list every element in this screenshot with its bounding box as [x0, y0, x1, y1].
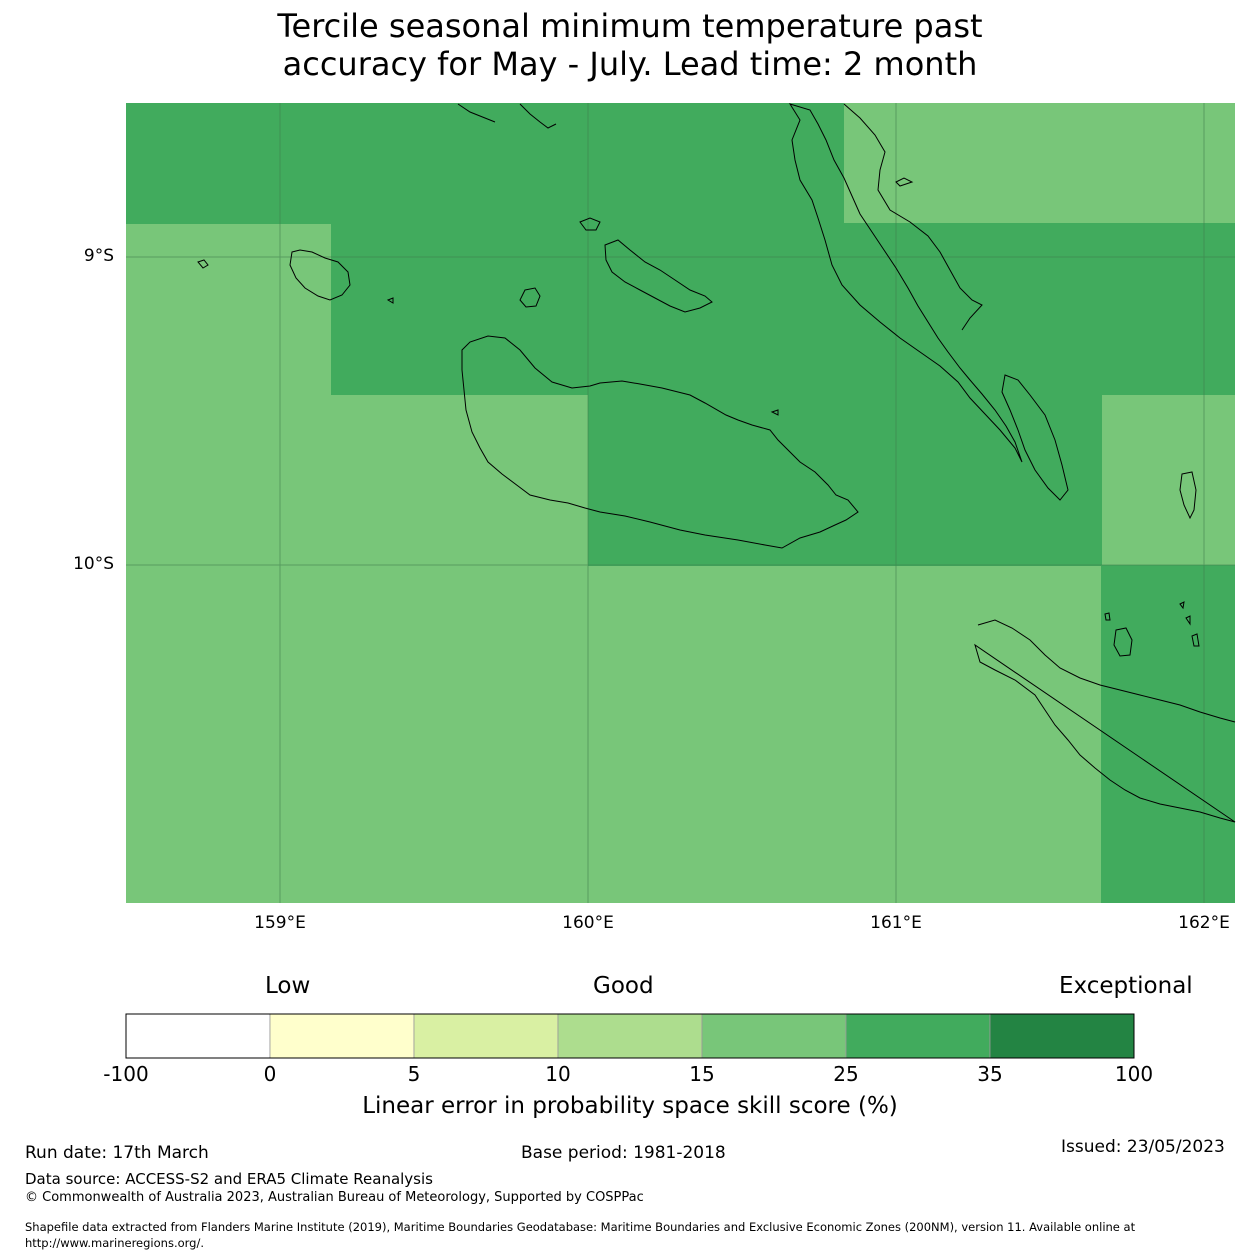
coastline-islet-north: [457, 103, 557, 129]
coastline-islet-mid: [386, 297, 779, 416]
chart-title-line-2: accuracy for May - July. Lead time: 2 mo…: [282, 45, 978, 83]
copyright: © Commonwealth of Australia 2023, Austra…: [25, 1190, 644, 1205]
lon-label-162e: 162°E: [1178, 913, 1230, 933]
colorbar-tick: -100: [103, 1062, 149, 1086]
lon-label-161e: 161°E: [870, 913, 922, 933]
colorbar-outline: [125, 1013, 1135, 1059]
coastline-makira: [974, 619, 1236, 823]
shapefile-url: http://www.marineregions.org/.: [25, 1236, 204, 1250]
colorbar-segment: [557, 1013, 703, 1059]
grid-cell: [588, 394, 1102, 566]
coastline-guadalcanal: [461, 335, 859, 549]
grid-cell: [1101, 565, 1235, 903]
shapefile-credit: Shapefile data extracted from Flanders M…: [25, 1220, 1136, 1234]
coastline-ugi: [1113, 627, 1133, 657]
colorbar-tick: 15: [689, 1062, 715, 1086]
lon-label-160e: 160°E: [562, 913, 614, 933]
colorbar-tick: 10: [545, 1062, 571, 1086]
category-label-good: Good: [593, 973, 654, 999]
coastline-malaita: [788, 103, 1023, 463]
colorbar-segment: [701, 1013, 847, 1059]
lat-label-10s: 10°S: [73, 554, 114, 574]
lat-label-9s: 9°S: [83, 246, 114, 266]
coastline-savo: [519, 287, 541, 308]
coastline-russell-islands: [289, 249, 351, 301]
lon-label-159e: 159°E: [254, 913, 306, 933]
colorbar-segment: [125, 1013, 271, 1059]
colorbar-segment: [845, 1013, 991, 1059]
category-label-low: Low: [265, 973, 311, 999]
graticule: [126, 103, 1235, 903]
run-date: Run date: 17th March: [25, 1143, 209, 1163]
coastline-malaita-north: [843, 103, 983, 331]
grid-cell: [126, 103, 844, 224]
coastline-islet-east: [1104, 601, 1200, 647]
colorbar-segments: [125, 1013, 1135, 1059]
coastlines: [197, 103, 1236, 823]
data-source: Data source: ACCESS-S2 and ERA5 Climate …: [25, 1170, 433, 1188]
grid-cell: [331, 223, 1235, 395]
colorbar-title: Linear error in probability space skill …: [362, 1093, 898, 1119]
colorbar-tick: 25: [833, 1062, 859, 1086]
coastline-islet-west: [197, 259, 209, 269]
colorbar: [125, 1013, 1135, 1059]
coastline-east-island: [1179, 471, 1197, 520]
coastline-small-malaita: [1001, 374, 1069, 501]
chart-title-line-1: Tercile seasonal minimum temperature pas…: [277, 7, 983, 45]
coastline-florida-islands: [604, 239, 713, 313]
colorbar-tick: 5: [407, 1062, 421, 1086]
colorbar-segment: [989, 1013, 1135, 1059]
issued-date: Issued: 23/05/2023: [1061, 1137, 1225, 1157]
colorbar-tick: 35: [977, 1062, 1003, 1086]
coastline-islet-nw: [579, 217, 601, 231]
category-label-exceptional: Exceptional: [1059, 973, 1193, 999]
colorbar-tick: 100: [1114, 1062, 1154, 1086]
base-period: Base period: 1981-2018: [521, 1143, 726, 1163]
coastline-islet-ne: [895, 177, 914, 187]
skill-grid: [126, 103, 1235, 903]
colorbar-segment: [413, 1013, 559, 1059]
colorbar-segment: [269, 1013, 415, 1059]
colorbar-tick: 0: [263, 1062, 277, 1086]
